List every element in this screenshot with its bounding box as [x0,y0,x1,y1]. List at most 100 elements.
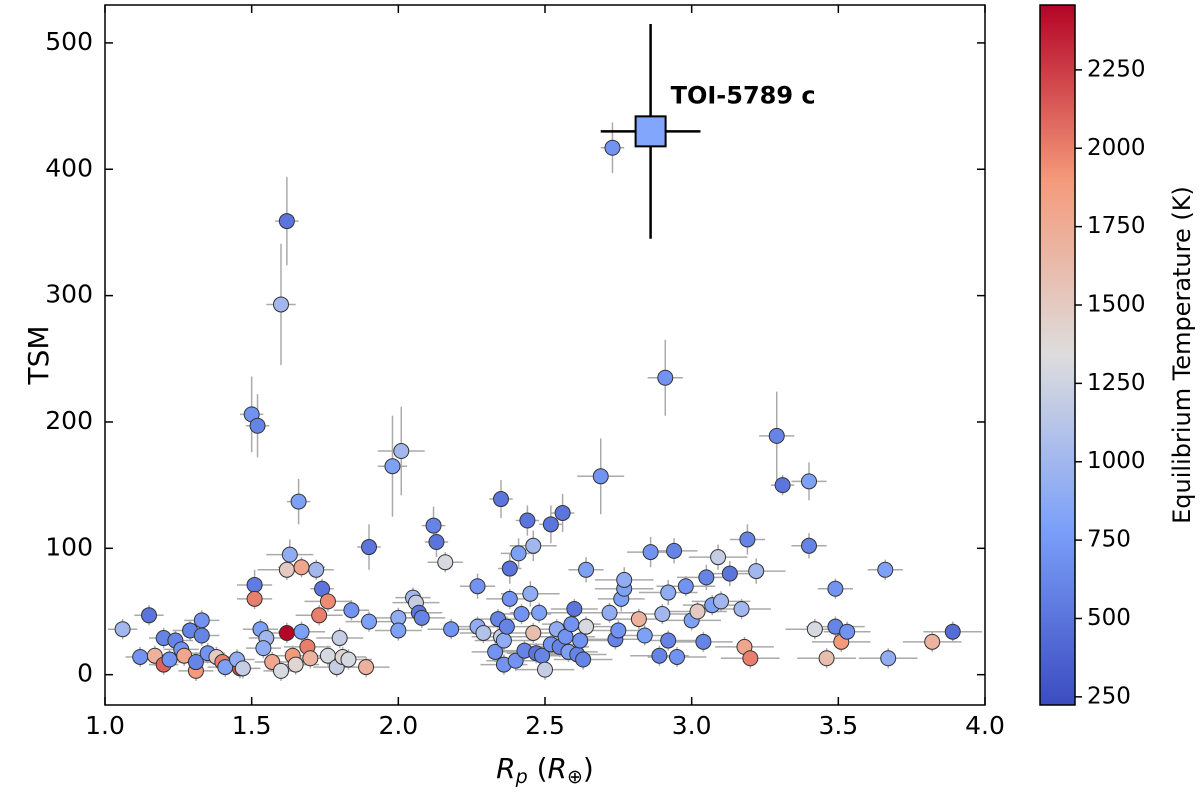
y-tick-label: 200 [45,406,93,435]
planet-point [818,650,835,667]
x-tick-label: 1.5 [232,711,272,740]
colorbar [1039,4,1076,706]
planet-point [437,554,454,571]
planet-point [657,369,674,386]
x-tick-label: 2.0 [378,711,418,740]
planet-point [660,632,677,649]
planet-point [501,590,518,607]
planet-point [161,651,178,668]
planet-point [141,607,157,624]
colorbar-tick-label: 1750 [1087,213,1146,239]
planet-point [616,571,633,588]
planet-point [689,603,706,620]
planet-point [510,545,527,562]
planet-point [413,609,430,626]
planet-point [519,512,536,529]
planet-point [358,659,375,676]
planet-point [525,624,542,641]
planet-point [669,648,685,665]
planet-point [273,662,289,679]
planet-point [563,616,580,633]
y-axis-label: TSM [22,325,55,385]
planet-point [340,651,357,668]
planet-point [630,611,647,628]
y-tick-label: 500 [45,27,93,56]
colorbar-tick-label: 750 [1087,527,1131,553]
planet-point [311,607,328,624]
planet-point [721,565,738,582]
planet-point [290,493,307,510]
planet-point [698,569,715,586]
planet-point [572,632,589,649]
planet-point [308,561,325,578]
planet-point [695,633,712,650]
planet-point [390,622,407,639]
planet-point [713,593,729,610]
planet-point [531,604,548,621]
planet-point [566,600,583,617]
colorbar-tick-label: 1250 [1087,370,1146,396]
planet-point [880,650,897,667]
planet-point [498,618,515,635]
planet-point [443,621,460,638]
planet-point [768,427,785,444]
planet-point [710,549,727,566]
x-tick-label: 1.0 [85,711,125,740]
planet-point [748,563,765,580]
planet-point [542,516,559,533]
colorbar-label: Equilibrium Temperature (K) [1168,186,1196,524]
planet-point [255,640,272,657]
x-axis-label: Rp (R⊕) [496,752,594,788]
planet-point [361,539,377,556]
planet-point [537,661,553,678]
y-tick-label: 0 [77,659,93,688]
planet-point [877,561,894,578]
planet-point [677,578,694,595]
planet-point [187,654,204,671]
planet-point [393,443,410,460]
planet-point [302,650,319,667]
planet-point [114,621,131,638]
highlight-point [634,115,667,148]
planet-point [193,627,210,644]
planet-point [293,559,310,576]
planet-point [839,623,856,640]
planet-point [287,656,304,673]
planet-point [554,504,571,521]
plot-frame [104,4,986,706]
x-tick-label: 3.0 [672,711,712,740]
planet-point [487,643,504,660]
planet-point [578,618,595,635]
planet-point [361,613,377,630]
planet-point [507,652,524,669]
y-tick-label: 400 [45,153,93,182]
planet-point [575,651,592,668]
y-tick-label: 100 [45,532,93,561]
planet-point [246,576,263,593]
planet-point [501,560,518,577]
colorbar-tick-label: 2000 [1087,135,1146,161]
planet-point [522,585,539,602]
planet-point [513,606,530,623]
planet-point [278,624,295,641]
planet-point [636,627,653,644]
planet-point [806,621,823,638]
planet-point [924,633,941,650]
x-tick-label: 3.5 [818,711,858,740]
planet-point [249,417,266,434]
planet-point [425,517,442,534]
planet-point [234,660,251,677]
planet-point [384,458,401,475]
planet-point [331,630,348,647]
planet-point [428,534,445,551]
planet-point [495,632,512,649]
highlight-label: TOI-5789 c [671,81,816,109]
planet-point [739,531,756,548]
colorbar-tick-label: 1500 [1087,292,1146,318]
planet-point [827,580,844,597]
planet-point [278,213,295,230]
planet-point [604,139,621,156]
planet-point [493,491,509,508]
planet-point [343,602,360,619]
